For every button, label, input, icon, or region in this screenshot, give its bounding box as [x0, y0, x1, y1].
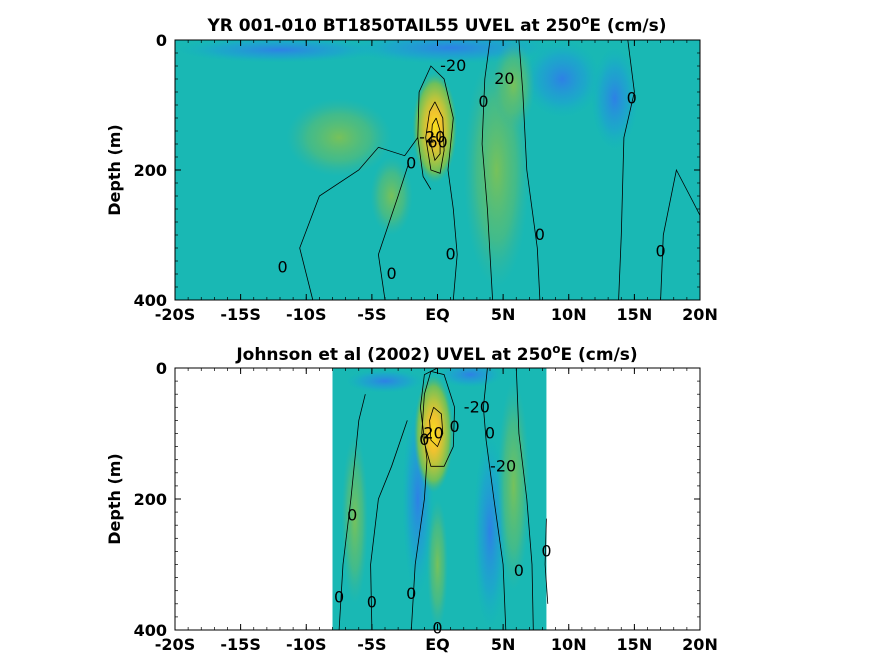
- contour-line: [518, 39, 541, 301]
- contour-line: [482, 367, 507, 631]
- contour-line: [299, 137, 419, 301]
- field-blob: [345, 369, 425, 393]
- contour-line: [481, 39, 493, 301]
- contour-label: 0: [535, 225, 545, 244]
- top-panel-y-label: Depth (m): [105, 124, 124, 216]
- contour-line: [421, 370, 456, 467]
- bottom-panel-y-label: Depth (m): [105, 453, 124, 545]
- contour-label: 60: [427, 133, 447, 152]
- contour-line: [515, 367, 534, 631]
- contour-label: 0: [406, 584, 416, 603]
- field-blob: [522, 40, 602, 118]
- contour-label: 0: [478, 92, 488, 111]
- y-tick-label: 0: [156, 31, 167, 50]
- contour-label: -20: [419, 128, 445, 147]
- contour-line: [660, 168, 701, 301]
- y-tick-label: 400: [134, 291, 167, 310]
- contour-label: -20: [464, 397, 490, 416]
- contour-line: [425, 101, 445, 174]
- x-tick-label: 20N: [682, 305, 718, 324]
- x-tick-label: EQ: [425, 305, 450, 324]
- top-panel-x-ticks: -20S -15S -10S -5S EQ 5N 10N 15N 20N: [155, 40, 718, 324]
- contour-line: [544, 518, 549, 604]
- top-panel-field: [175, 40, 700, 300]
- bottom-panel-field: [332, 368, 547, 630]
- contour-line: [338, 394, 366, 631]
- contour-line: [417, 65, 458, 301]
- contour-label: 0: [541, 541, 551, 560]
- x-tick-label: 5N: [491, 305, 516, 324]
- field-blob: [286, 98, 392, 177]
- contour-label: 0: [656, 241, 666, 260]
- contour-label: -20: [440, 56, 466, 75]
- x-tick-label: 5N: [491, 635, 516, 654]
- field-blob: [341, 433, 368, 604]
- field-blob: [497, 381, 530, 591]
- contour-line: [377, 163, 409, 301]
- bottom-panel: Johnson et al (2002) UVEL at 250oE (cm/s…: [105, 342, 718, 654]
- x-tick-label: -15S: [220, 635, 260, 654]
- contour-label: 0: [514, 561, 524, 580]
- x-tick-label: -5S: [357, 635, 386, 654]
- field-blob: [492, 40, 535, 131]
- contour-line: [430, 117, 441, 162]
- x-tick-label: EQ: [425, 635, 450, 654]
- y-tick-label: 200: [134, 490, 167, 509]
- contour-label: 20: [423, 424, 443, 443]
- contour-label: 0: [446, 245, 456, 264]
- field-blob: [370, 157, 413, 235]
- bottom-panel-contours: [338, 367, 549, 631]
- contour-label: 0: [278, 258, 288, 277]
- contour-label: 0: [485, 424, 495, 443]
- x-tick-label: 10N: [551, 635, 587, 654]
- contour-line: [410, 367, 438, 631]
- contour-label: 0: [367, 592, 377, 611]
- contour-label: 0: [334, 587, 344, 606]
- top-panel: YR 001-010 BT1850TAIL55 UVEL at 250oE (c…: [105, 13, 718, 324]
- contour-label: 0: [419, 430, 429, 449]
- x-tick-label: 15N: [617, 305, 653, 324]
- contour-line: [618, 39, 635, 301]
- contour-label: 0: [627, 89, 637, 108]
- x-tick-label: -20S: [155, 635, 195, 654]
- y-tick-label: 0: [156, 359, 167, 378]
- contour-label: -20: [490, 456, 516, 475]
- x-tick-label: 10N: [551, 305, 587, 324]
- y-tick-label: 400: [134, 621, 167, 640]
- contour-label: 0: [406, 154, 416, 173]
- contour-label: 0: [449, 417, 459, 436]
- field-blob: [175, 40, 385, 63]
- bottom-panel-x-ticks: -20S -15S -10S -5S EQ 5N 10N 15N 20N: [155, 368, 718, 654]
- field-blob: [412, 72, 458, 183]
- x-tick-label: -5S: [357, 305, 386, 324]
- contour-line: [370, 420, 408, 631]
- contour-line: [429, 406, 444, 448]
- contour-label: 20: [494, 69, 514, 88]
- x-tick-label: -20S: [155, 305, 195, 324]
- y-tick-label: 200: [134, 161, 167, 180]
- contour-label: 0: [386, 264, 396, 283]
- x-tick-label: -10S: [286, 305, 326, 324]
- x-tick-label: 20N: [682, 635, 718, 654]
- bottom-panel-title: Johnson et al (2002) UVEL at 250oE (cm/s…: [235, 342, 637, 365]
- top-panel-title: YR 001-010 BT1850TAIL55 UVEL at 250oE (c…: [206, 13, 666, 36]
- x-tick-label: 15N: [617, 635, 653, 654]
- x-tick-label: -10S: [286, 635, 326, 654]
- x-tick-label: -15S: [220, 305, 260, 324]
- top-panel-contours: [299, 39, 701, 301]
- contour-label: 0: [347, 505, 357, 524]
- field-blob: [427, 499, 448, 630]
